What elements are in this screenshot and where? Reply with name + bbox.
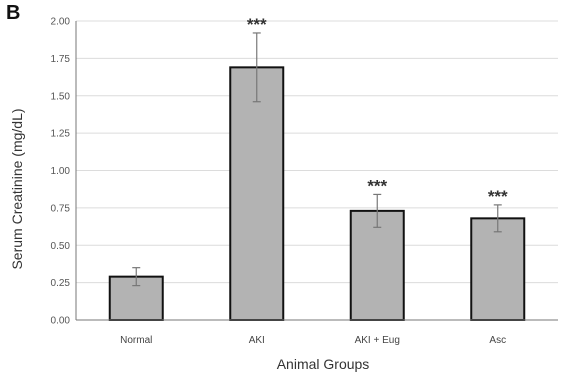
y-tick-label: 0.25: [51, 278, 71, 289]
x-tick-label: AKI + Eug: [355, 335, 400, 346]
y-tick-label: 0.50: [51, 241, 71, 252]
y-axis-label: Serum Creatinine (mg/dL): [9, 108, 25, 269]
y-tick-label: 1.00: [51, 166, 71, 177]
y-tick-label: 1.50: [51, 91, 71, 102]
y-tick-label: 2.00: [51, 17, 71, 28]
y-tick-label: 0.00: [51, 316, 71, 327]
significance-label: ***: [488, 187, 508, 206]
bars: *** *** ***: [108, 15, 526, 322]
x-tick-label: AKI: [249, 335, 265, 346]
bar-aki: [229, 66, 285, 321]
y-tick-label: 1.75: [51, 54, 71, 65]
panel-label: B: [6, 2, 21, 24]
x-axis: Normal AKI AKI + Eug Asc: [76, 319, 558, 346]
significance-label: ***: [367, 176, 387, 195]
x-tick-label: Normal: [120, 335, 152, 346]
y-tick-label: 0.75: [51, 203, 71, 214]
y-axis: 0.00 0.25 0.50 0.75 1.00 1.25 1.50 1.75 2.00: [51, 17, 77, 327]
significance-label: ***: [247, 15, 267, 34]
x-tick-label: Asc: [489, 335, 506, 346]
x-axis-label: Animal Groups: [277, 356, 370, 372]
y-tick-label: 1.25: [51, 129, 71, 140]
bar-asc: [470, 217, 526, 321]
